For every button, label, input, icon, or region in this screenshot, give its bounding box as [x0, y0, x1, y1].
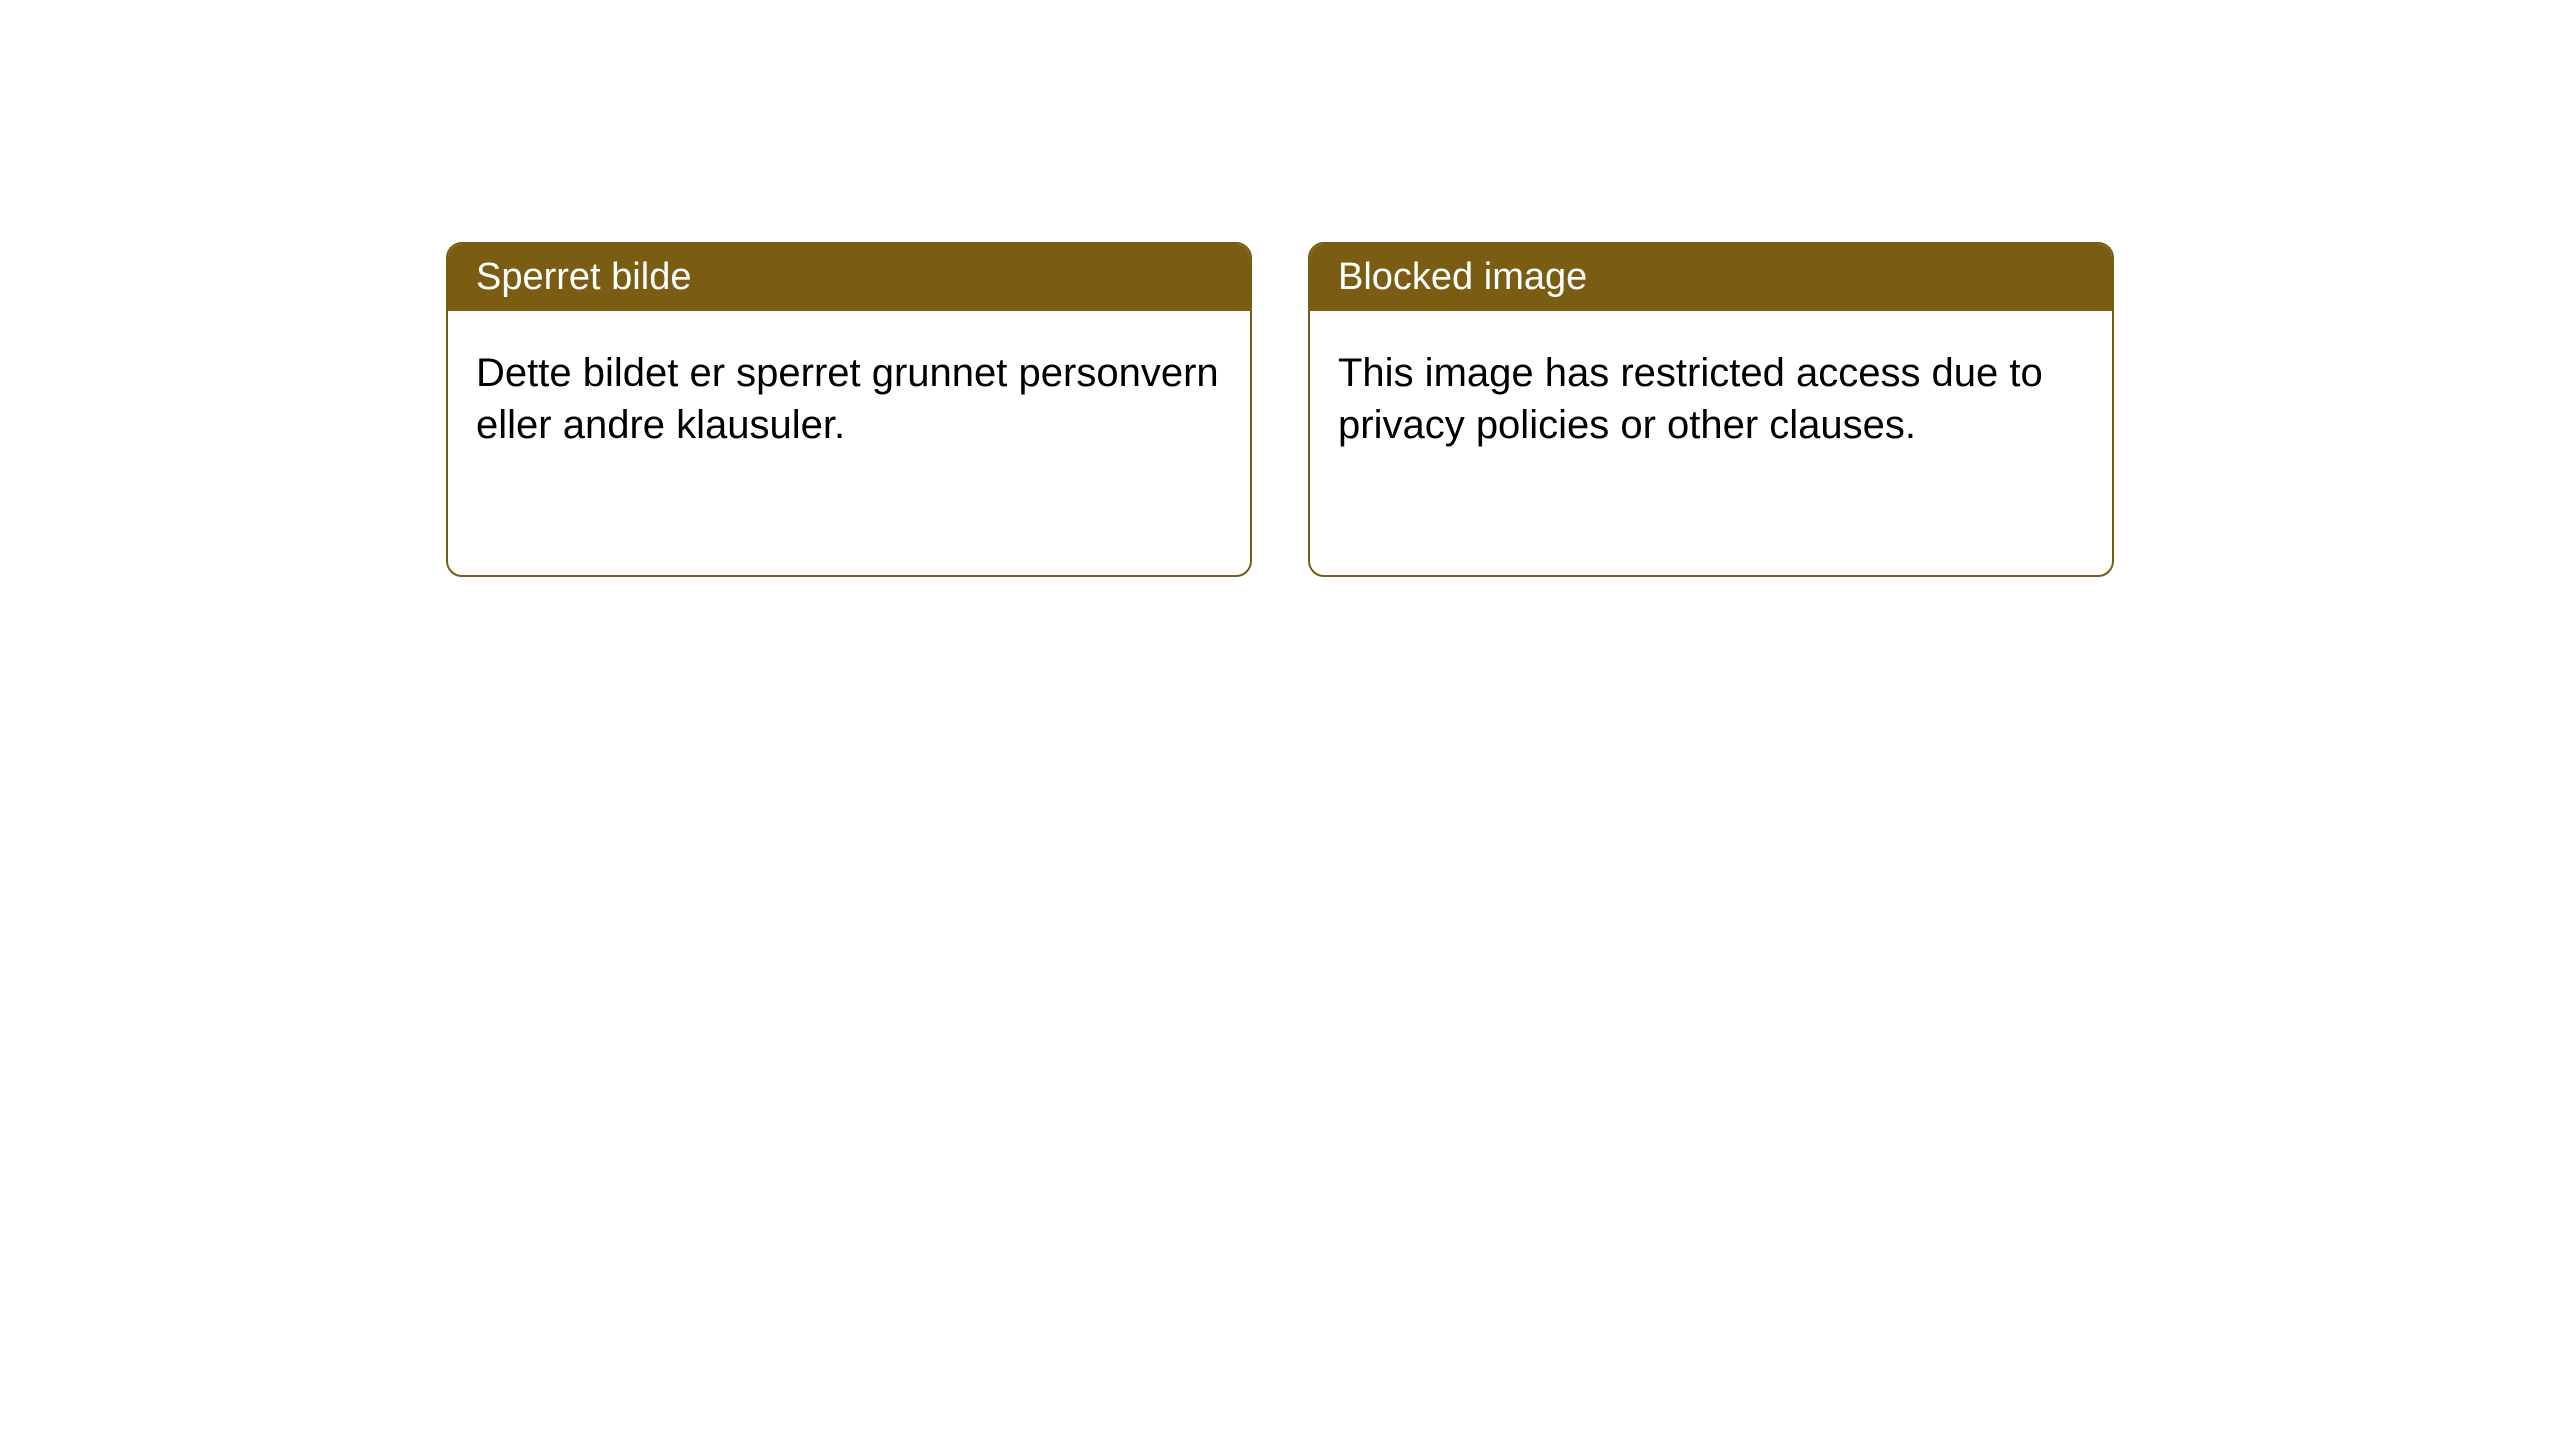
card-body-text: Dette bildet er sperret grunnet personve…: [476, 351, 1219, 447]
notice-container: Sperret bilde Dette bildet er sperret gr…: [0, 0, 2560, 577]
card-body: Dette bildet er sperret grunnet personve…: [448, 311, 1250, 487]
notice-card-en: Blocked image This image has restricted …: [1308, 242, 2114, 577]
card-header: Sperret bilde: [448, 244, 1250, 311]
card-header: Blocked image: [1310, 244, 2112, 311]
notice-card-no: Sperret bilde Dette bildet er sperret gr…: [446, 242, 1252, 577]
card-title: Blocked image: [1338, 256, 1587, 298]
card-title: Sperret bilde: [476, 256, 691, 298]
card-body-text: This image has restricted access due to …: [1338, 351, 2043, 447]
card-body: This image has restricted access due to …: [1310, 311, 2112, 487]
